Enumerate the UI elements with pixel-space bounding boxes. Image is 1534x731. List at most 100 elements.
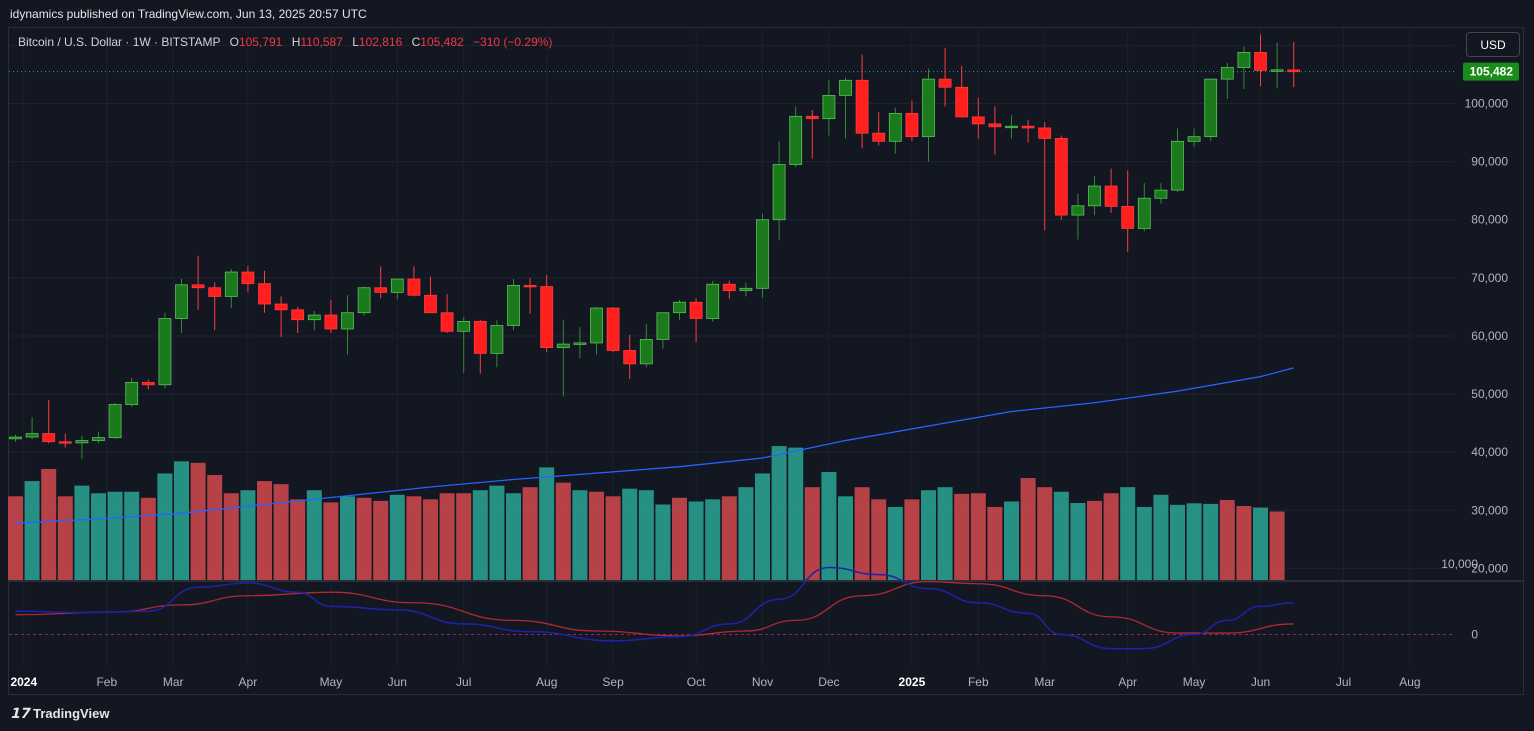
candle-body xyxy=(1071,205,1085,216)
time-axis-label: May xyxy=(1183,675,1206,689)
candle xyxy=(722,280,736,299)
candle-body xyxy=(1104,185,1118,207)
time-axis-label: Aug xyxy=(536,675,557,689)
price-axis-label: 70,000 xyxy=(1471,271,1508,285)
candle-body xyxy=(58,441,72,444)
tradingview-logo[interactable]: 𝟭𝟳 TradingView xyxy=(10,705,109,722)
volume-bar xyxy=(472,490,488,580)
candle xyxy=(540,274,554,353)
candle-body xyxy=(756,219,769,289)
candle-body xyxy=(639,339,653,365)
candle-body xyxy=(805,115,819,120)
candle xyxy=(1270,42,1284,89)
candle-body xyxy=(407,278,421,296)
time-axis-label: Aug xyxy=(1399,675,1420,689)
time-axis-label: Feb xyxy=(96,675,117,689)
volume-bar xyxy=(1186,503,1202,580)
candle-body xyxy=(689,301,703,319)
volume-bar xyxy=(1020,478,1036,580)
candle xyxy=(108,402,122,439)
candle-body xyxy=(789,115,803,165)
volume-bar xyxy=(539,467,555,580)
candle-body xyxy=(191,284,205,289)
volume-bar xyxy=(970,493,986,580)
low-label: L xyxy=(352,35,359,49)
candle xyxy=(191,255,205,310)
volume-bar xyxy=(190,462,206,580)
volume-bar xyxy=(257,481,272,580)
volume-bar xyxy=(1037,487,1053,580)
candle-body xyxy=(971,116,985,125)
volume-bar xyxy=(937,487,953,580)
volume-bar xyxy=(771,446,787,580)
candle xyxy=(590,306,603,355)
high-value: 110,587 xyxy=(300,35,343,49)
volume-bar xyxy=(290,499,306,580)
candle-body xyxy=(988,123,1002,128)
volume-bar xyxy=(1103,493,1119,580)
candle xyxy=(258,270,271,313)
candle-body xyxy=(42,433,56,443)
candle xyxy=(341,295,354,355)
volume-bar xyxy=(8,496,23,580)
candle-body xyxy=(9,436,22,440)
candle xyxy=(1187,128,1201,148)
candle xyxy=(938,47,952,107)
price-axis-label: 90,000 xyxy=(1471,155,1508,169)
candle xyxy=(1154,183,1168,204)
volume-bar xyxy=(672,497,687,580)
currency-button[interactable]: USD xyxy=(1466,32,1520,57)
candle-body xyxy=(955,86,969,118)
candle xyxy=(1254,34,1267,87)
candle-body xyxy=(158,318,172,386)
candle xyxy=(324,299,338,334)
candle xyxy=(706,280,720,322)
time-axis-label: Jun xyxy=(1251,675,1270,689)
top-bar: idynamics published on TradingView.com, … xyxy=(0,0,1534,26)
candle xyxy=(673,299,686,321)
footer xyxy=(0,696,1534,731)
volume-bar xyxy=(572,490,588,580)
candle xyxy=(639,324,653,368)
time-axis-label: Jun xyxy=(388,675,407,689)
last-price-badge: 105,482 xyxy=(1470,65,1514,79)
candle xyxy=(42,399,56,444)
candle-body xyxy=(208,287,222,297)
candle-body xyxy=(822,95,836,120)
candle-body xyxy=(1270,69,1284,72)
candle-body xyxy=(922,78,935,138)
volume-bar xyxy=(174,461,189,580)
candle-body xyxy=(125,382,139,405)
candle-body xyxy=(1021,125,1035,129)
volume-bar xyxy=(887,506,903,580)
volume-bar xyxy=(140,497,156,580)
oscillator-fast-line xyxy=(15,566,1294,650)
volume-bar xyxy=(124,491,140,580)
published-info: idynamics published on TradingView.com, … xyxy=(10,7,367,21)
price-axis-label: 50,000 xyxy=(1471,387,1508,401)
volume-bar xyxy=(240,490,256,580)
candle-body xyxy=(706,283,720,319)
volume-bar xyxy=(223,493,239,580)
candle xyxy=(606,306,620,353)
time-axis-label: 2025 xyxy=(899,675,926,689)
time-axis-label: Mar xyxy=(163,675,184,689)
candle xyxy=(1137,183,1151,232)
volume-bar xyxy=(41,468,57,580)
candle xyxy=(158,312,172,389)
candle-body xyxy=(241,271,255,285)
candle xyxy=(274,296,288,338)
volume-bar xyxy=(57,496,73,580)
candle xyxy=(1121,170,1135,252)
time-axis-label: Oct xyxy=(687,675,706,689)
candle xyxy=(855,54,869,149)
candle-body xyxy=(224,271,238,297)
time-axis-label: Jul xyxy=(1336,675,1351,689)
volume-bar xyxy=(439,493,455,580)
candle-body xyxy=(507,285,520,326)
volume-bar xyxy=(1203,503,1219,580)
volume-bar xyxy=(1120,487,1136,580)
candle-body xyxy=(540,286,554,348)
volume-bar xyxy=(1004,501,1019,580)
